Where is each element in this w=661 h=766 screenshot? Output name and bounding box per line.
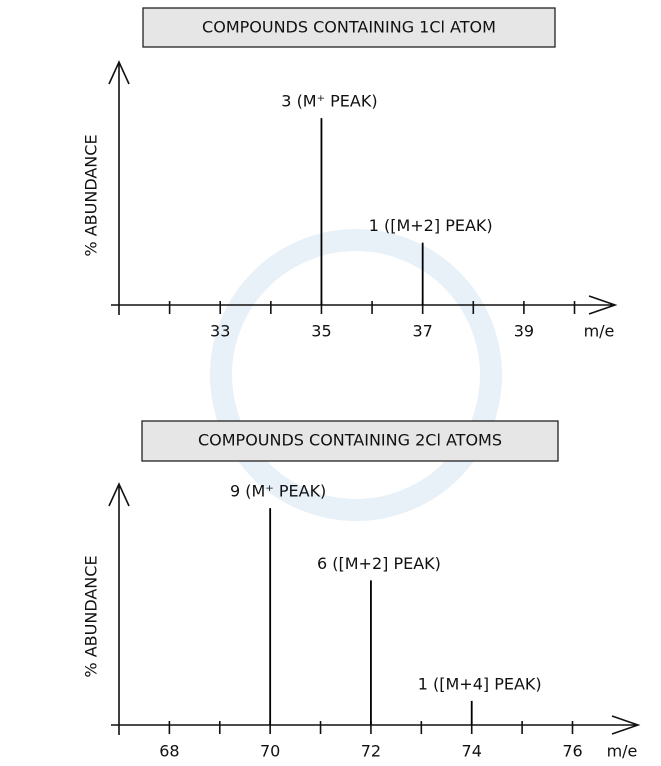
y-axis (108, 60, 130, 315)
x-tick-label: 33 (210, 322, 230, 341)
x-axis-label: m/e (584, 322, 615, 341)
x-tick-label: 39 (514, 322, 534, 341)
peak-label: 9 (M⁺ PEAK) (230, 482, 326, 501)
x-tick-label: 74 (462, 742, 482, 761)
y-axis (108, 482, 130, 735)
x-axis (111, 295, 618, 315)
peak-label: 1 ([M+2] PEAK) (369, 216, 493, 235)
x-tick-label: 72 (361, 742, 381, 761)
peak-label: 6 ([M+2] PEAK) (317, 554, 441, 573)
peak-label: 3 (M⁺ PEAK) (281, 92, 377, 111)
x-tick-label: 76 (562, 742, 582, 761)
x-tick-label: 35 (311, 322, 331, 341)
y-axis-label: % ABUNDANCE (82, 134, 101, 256)
y-axis-label: % ABUNDANCE (82, 555, 101, 677)
title-box (141, 420, 559, 462)
chart-title: COMPOUNDS CONTAINING 1Cl ATOM (202, 18, 496, 37)
peak-label: 1 ([M+4] PEAK) (418, 674, 542, 693)
x-axis-label: m/e (607, 742, 638, 761)
x-tick-label: 37 (412, 322, 432, 341)
x-tick-label: 70 (260, 742, 280, 761)
title-box (142, 7, 556, 48)
x-tick-label: 68 (159, 742, 179, 761)
chart-title: COMPOUNDS CONTAINING 2Cl ATOMS (198, 431, 502, 450)
x-axis (111, 715, 641, 735)
watermark (210, 229, 502, 521)
